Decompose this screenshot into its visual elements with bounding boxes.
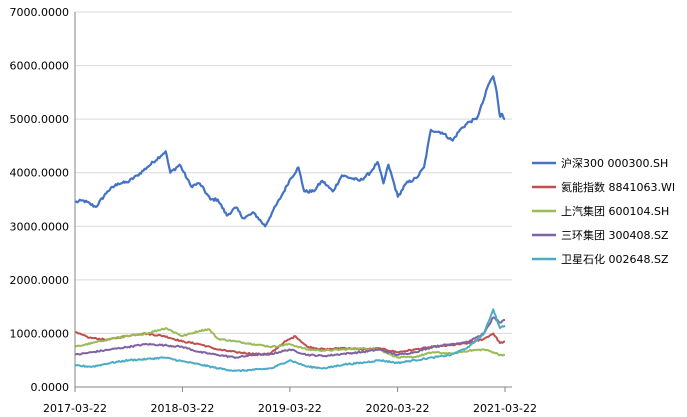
- y-tick-label: 5000.0000: [10, 113, 70, 126]
- legend-label: 三环集团 300408.SZ: [561, 228, 669, 242]
- x-axis: 2017-03-22 2018-03-22 2019-03-22 2020-03-22…: [43, 12, 537, 415]
- x-tick-label: 2021-03-22: [473, 402, 537, 415]
- legend: 沪深300 000300.SH 氦能指数 8841063.WI 上汽集团 60010…: [532, 156, 675, 266]
- legend-label: 氦能指数 8841063.WI: [561, 180, 675, 194]
- series-line-0: [74, 75, 506, 228]
- series-line-2: [74, 327, 506, 359]
- legend-label: 沪深300 000300.SH: [561, 156, 668, 170]
- x-tick-label: 2019-03-22: [258, 402, 322, 415]
- series-line-4: [74, 308, 506, 373]
- y-tick-label: 6000.0000: [10, 60, 70, 73]
- series-line-3: [74, 316, 506, 359]
- series-lines: [74, 75, 506, 373]
- x-tick-label: 2018-03-22: [150, 402, 214, 415]
- y-tick-label: 2000.0000: [10, 274, 70, 287]
- y-axis-ticks: 0.0000 1000.0000 2000.0000 3000.0000 4000.00…: [10, 6, 70, 394]
- y-tick-label: 7000.0000: [10, 6, 70, 19]
- y-tick-label: 4000.0000: [10, 167, 70, 180]
- y-tick-label: 0.0000: [31, 381, 70, 394]
- x-tick-label: 2020-03-22: [366, 402, 430, 415]
- gridlines: [75, 11, 512, 334]
- y-tick-label: 1000.0000: [10, 327, 70, 340]
- x-tick-label: 2017-03-22: [43, 402, 107, 415]
- y-tick-label: 3000.0000: [10, 220, 70, 233]
- legend-label: 卫星石化 002648.SZ: [561, 252, 669, 266]
- legend-label: 上汽集团 600104.SH: [561, 204, 669, 218]
